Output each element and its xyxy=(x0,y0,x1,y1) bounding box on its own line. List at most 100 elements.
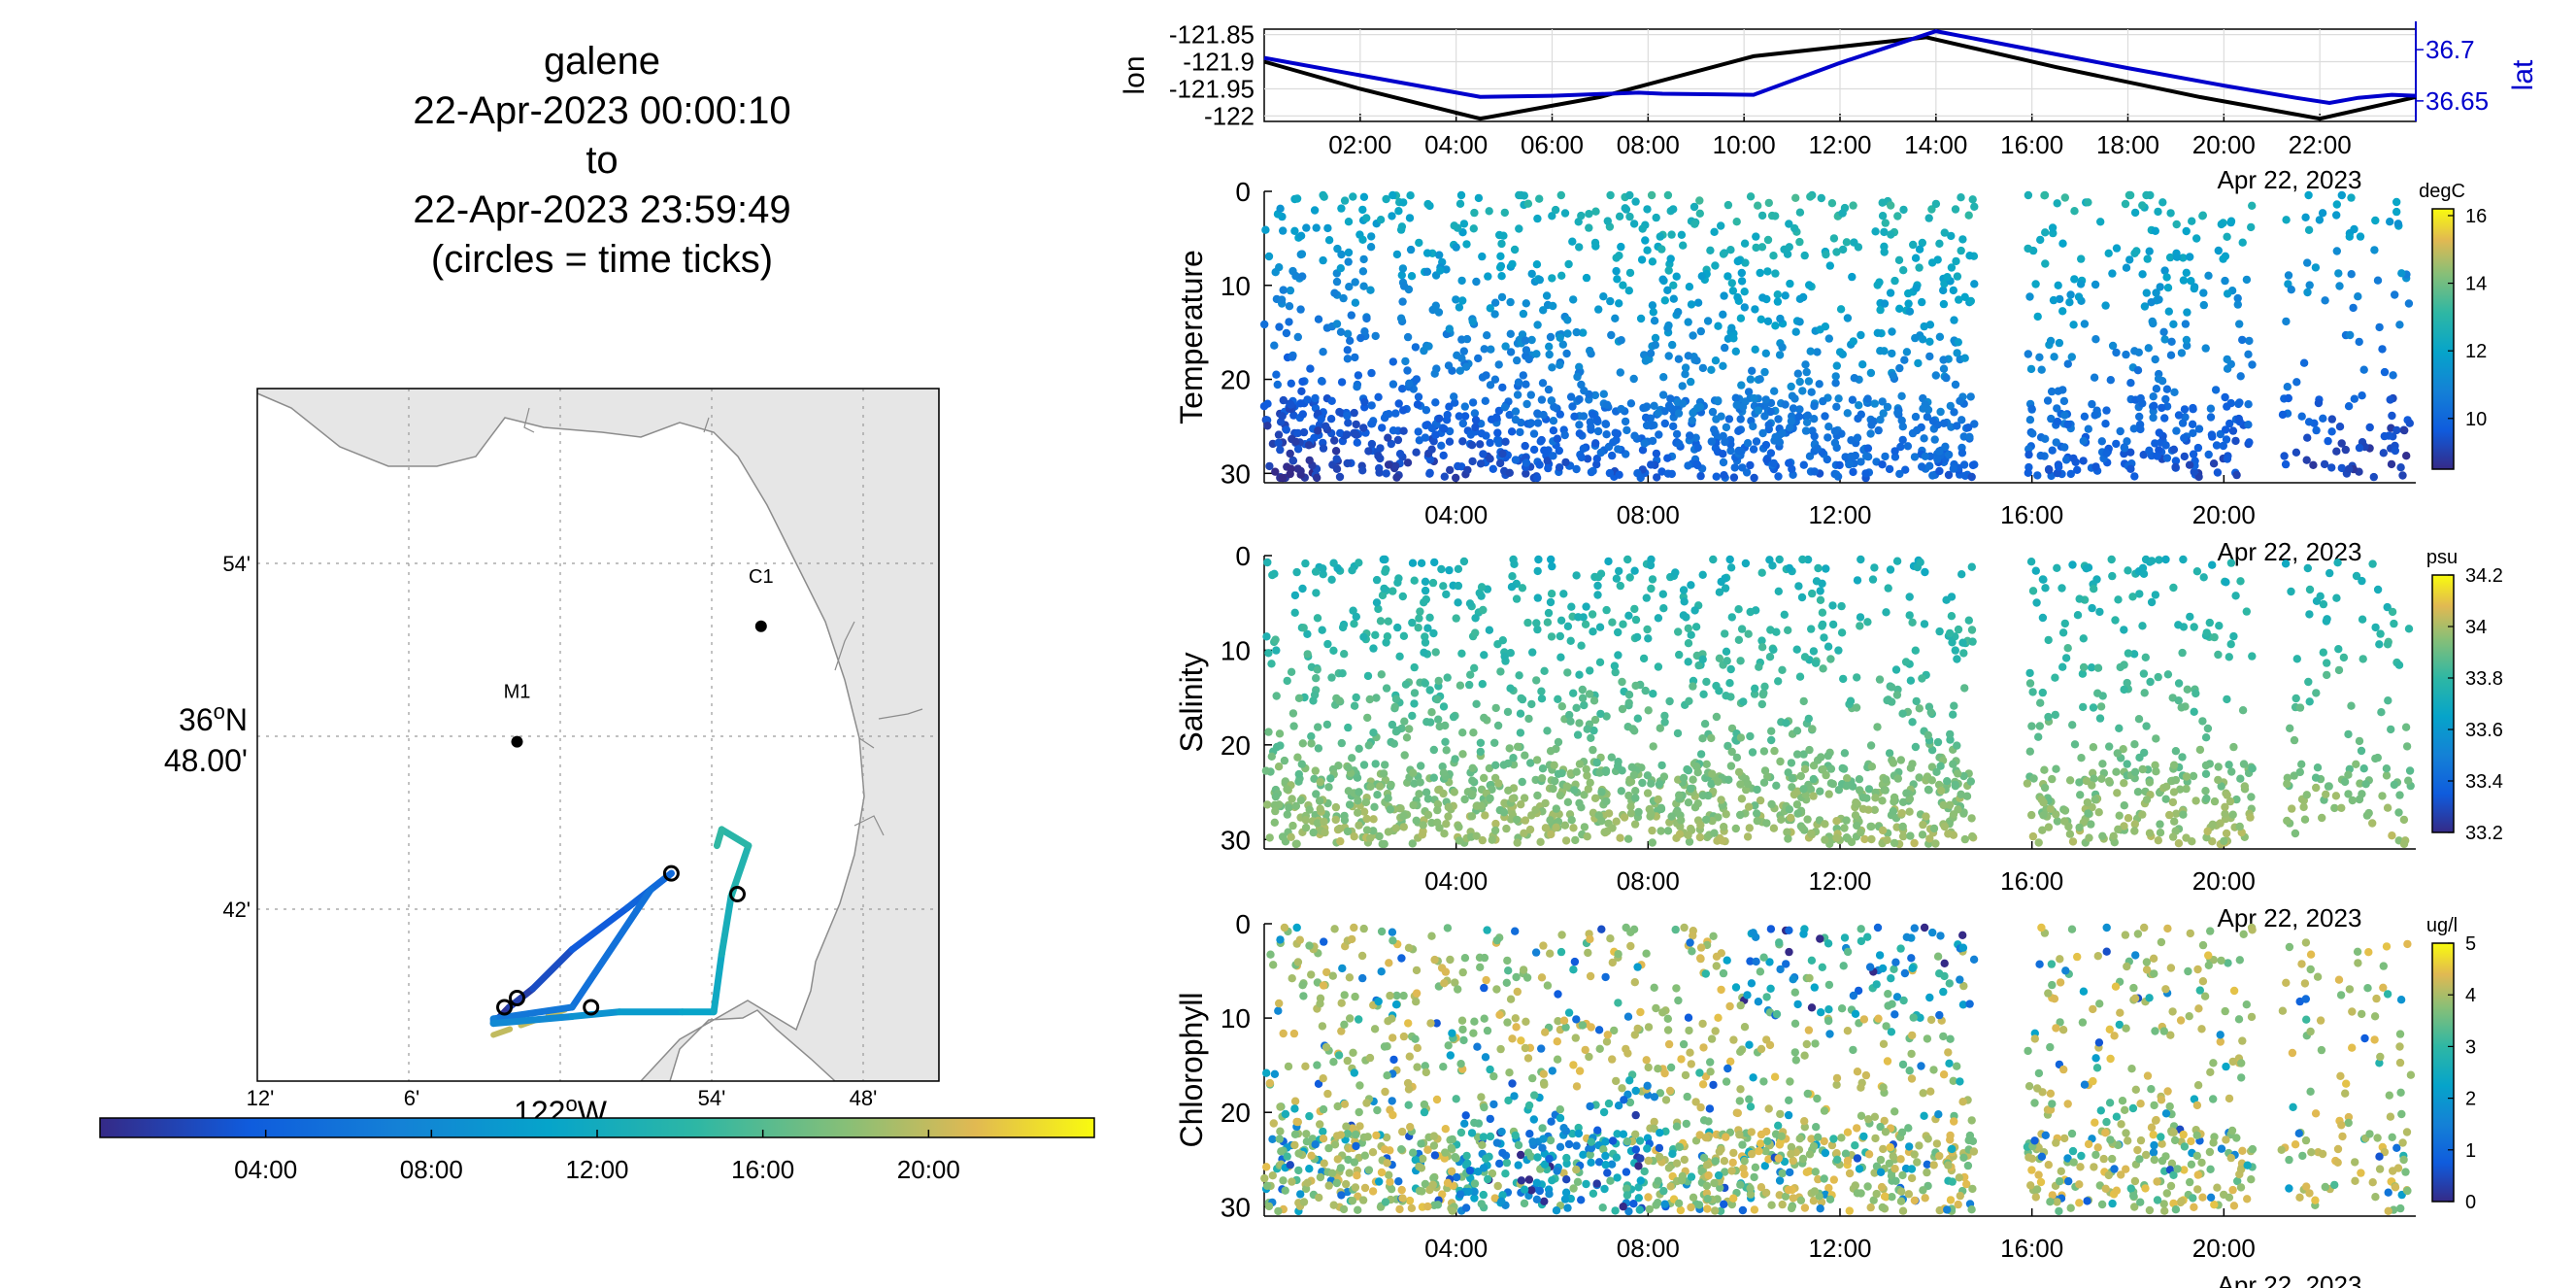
scatter-point xyxy=(1561,458,1570,467)
scatter-point xyxy=(2236,577,2245,586)
scatter-point xyxy=(1622,1044,1630,1054)
river-lines xyxy=(523,407,923,836)
scatter-point xyxy=(1900,968,1910,978)
scatter-point xyxy=(1423,1145,1432,1155)
scatter-point xyxy=(2226,217,2236,225)
scatter-point xyxy=(2047,414,2056,424)
scatter-point xyxy=(1451,978,1459,987)
scatter-point xyxy=(1488,1169,1497,1178)
scatter-point xyxy=(1725,679,1734,688)
scatter-point xyxy=(2219,441,2227,451)
scatter-point xyxy=(1511,927,1520,935)
scatter-point xyxy=(1607,330,1616,340)
scatter-point xyxy=(1347,311,1356,320)
scatter-point xyxy=(1631,681,1640,691)
scatter-point xyxy=(2075,594,2084,603)
scatter-point xyxy=(1566,392,1576,401)
scatter-point xyxy=(1657,467,1666,476)
scatter-point xyxy=(1957,790,1965,798)
scatter-point xyxy=(1501,342,1510,351)
scatter-point xyxy=(1656,1129,1664,1137)
scatter-point xyxy=(1785,243,1794,252)
scatter-point xyxy=(1542,291,1552,300)
scatter-point xyxy=(1374,392,1383,401)
scatter-point xyxy=(1601,1161,1610,1169)
scatter-point xyxy=(1964,211,1973,220)
scatter-point xyxy=(1573,1177,1583,1187)
scatter-point xyxy=(1853,821,1861,830)
scatter-point xyxy=(2169,761,2179,769)
scatter-point xyxy=(1663,286,1672,294)
scatter-point xyxy=(1852,798,1860,807)
scatter-point xyxy=(1415,790,1423,798)
scatter-point xyxy=(1532,473,1542,483)
scatter-point xyxy=(2347,270,2356,279)
scatter-point xyxy=(1619,620,1627,628)
scatter-point xyxy=(1915,245,1924,254)
scatter-point xyxy=(1870,1112,1880,1122)
scatter-point xyxy=(1524,714,1533,724)
scatter-point xyxy=(1698,1080,1708,1089)
scatter-point xyxy=(1291,839,1301,849)
scatter-point xyxy=(2048,774,2057,784)
scatter-point xyxy=(2303,288,2312,297)
scatter-point xyxy=(2283,383,2292,391)
scatter-point xyxy=(1508,572,1517,581)
scatter-point xyxy=(1832,248,1841,256)
scatter-point xyxy=(1440,1154,1449,1163)
scatter-point xyxy=(1288,709,1298,718)
scatter-point xyxy=(1351,353,1359,362)
scatter-point xyxy=(1950,408,1958,417)
scatter-point xyxy=(1932,767,1941,776)
scatter-point xyxy=(1421,433,1430,442)
scatter-point xyxy=(1925,834,1934,843)
scatter-point xyxy=(1296,399,1305,408)
scatter-point xyxy=(2223,355,2231,364)
scatter-point xyxy=(1537,695,1547,703)
scatter-point xyxy=(1572,464,1581,474)
scatter-point xyxy=(1652,213,1660,222)
position-x-tick-label: 18:00 xyxy=(2096,130,2159,159)
scatter-point xyxy=(2244,400,2253,409)
scatter-point xyxy=(1532,1195,1542,1204)
scatter-point xyxy=(1369,815,1378,824)
scatter-point xyxy=(2233,300,2242,309)
scatter-point xyxy=(1476,440,1485,449)
scatter-point xyxy=(1790,223,1799,233)
scatter-point xyxy=(1731,393,1741,402)
scatter-point xyxy=(1781,291,1790,300)
scatter-point xyxy=(2163,284,2173,292)
scatter-point xyxy=(1514,378,1523,387)
scatter-point xyxy=(1412,375,1422,384)
scatter-point xyxy=(1327,396,1336,405)
scatter-point xyxy=(2170,388,2179,396)
scatter-point xyxy=(1744,802,1754,811)
scatter-point xyxy=(1333,1102,1342,1111)
scatter-point xyxy=(1454,461,1462,471)
scatter-point xyxy=(1594,305,1603,314)
scatter-point xyxy=(1608,958,1618,967)
scatter-point xyxy=(1362,826,1372,834)
scatter-point xyxy=(1343,355,1353,363)
scatter-point xyxy=(1764,421,1773,429)
scatter-point xyxy=(1303,650,1312,659)
scatter-point xyxy=(1476,459,1486,468)
scatter-point xyxy=(1452,614,1460,623)
scatter-point xyxy=(1623,425,1631,435)
scatter-point xyxy=(1792,800,1802,809)
scatter-point xyxy=(1928,928,1937,937)
scatter-point xyxy=(1572,703,1581,712)
scatter-point xyxy=(1822,564,1830,573)
scatter-point xyxy=(2235,398,2244,407)
scatter-point xyxy=(2247,793,2256,801)
scatter-point xyxy=(1929,1066,1938,1074)
scatter-point xyxy=(1784,1110,1793,1120)
scatter-point xyxy=(1878,198,1887,207)
scatter-point xyxy=(1737,795,1747,803)
scatter-point xyxy=(1511,415,1521,424)
scatter-point xyxy=(1617,242,1625,252)
scatter-point xyxy=(2304,225,2314,234)
scatter-point xyxy=(1532,676,1541,685)
scatter-point xyxy=(1577,641,1586,650)
scatter-point xyxy=(1397,271,1407,280)
